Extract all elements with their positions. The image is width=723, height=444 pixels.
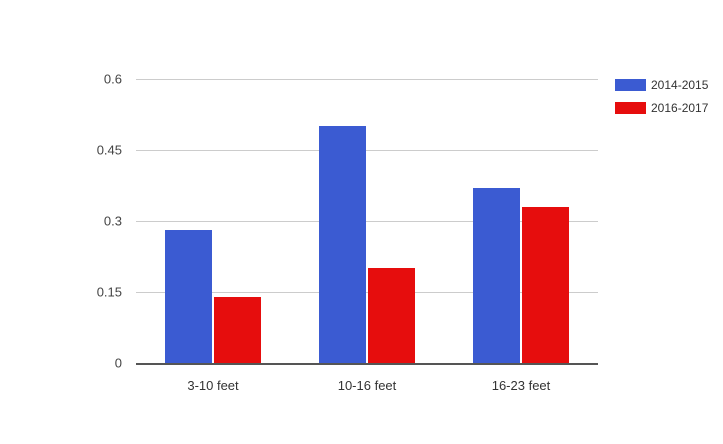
legend-item-2016-2017: 2016-2017 — [615, 101, 708, 115]
bar-2016-2017-10-16 feet — [368, 268, 415, 363]
gridline-0.15 — [136, 292, 598, 293]
legend-label: 2016-2017 — [651, 101, 709, 115]
bar-2014-2015-16-23 feet — [473, 187, 520, 363]
y-tick-label: 0.15 — [96, 284, 122, 300]
legend: 2014-2015 2016-2017 — [615, 78, 708, 124]
x-category-label: 16-23 feet — [491, 378, 551, 393]
gridline-0.3 — [136, 221, 598, 222]
x-category-label: 10-16 feet — [337, 378, 397, 393]
y-tick-label: 0.6 — [103, 71, 122, 87]
legend-swatch-icon — [615, 102, 646, 114]
y-tick-label: 0 — [114, 355, 122, 371]
x-axis-line — [136, 363, 598, 365]
plot-area — [136, 79, 598, 365]
y-tick-label: 0.45 — [96, 142, 122, 158]
legend-item-2014-2015: 2014-2015 — [615, 78, 708, 92]
bar-2014-2015-10-16 feet — [319, 126, 366, 363]
y-tick-label: 0.3 — [103, 213, 122, 229]
bar-2016-2017-3-10 feet — [214, 296, 261, 363]
gridline-0.6 — [136, 79, 598, 80]
bar-2014-2015-3-10 feet — [165, 230, 212, 363]
bar-2016-2017-16-23 feet — [522, 206, 569, 363]
legend-label: 2014-2015 — [651, 78, 709, 92]
legend-swatch-icon — [615, 79, 646, 91]
x-category-label: 3-10 feet — [187, 378, 239, 393]
gridline-0.45 — [136, 150, 598, 151]
